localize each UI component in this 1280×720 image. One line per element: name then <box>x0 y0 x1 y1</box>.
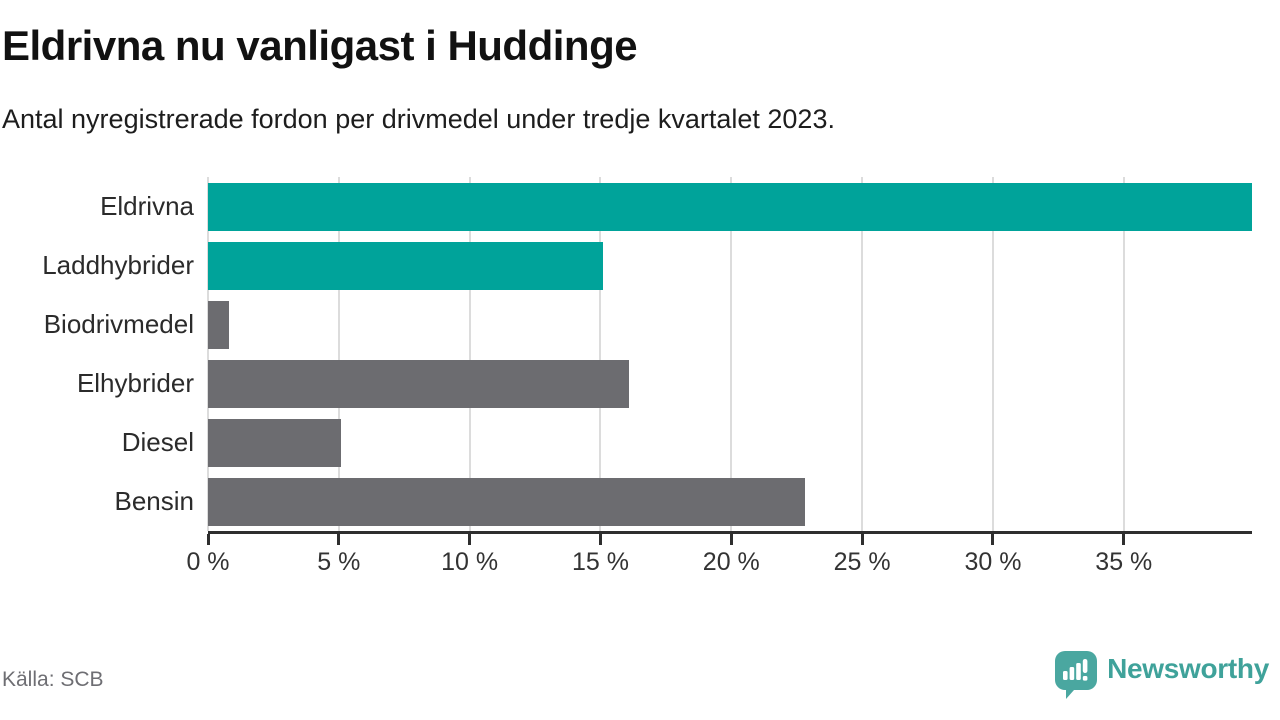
page-subtitle: Antal nyregistrerade fordon per drivmede… <box>2 104 835 134</box>
tick-mark-0 <box>206 534 210 545</box>
tick-mark-10 <box>468 534 472 545</box>
tick-mark-30 <box>991 534 995 545</box>
chart-rows: Eldrivna Laddhybrider Biodrivmedel Elhybrid… <box>0 177 1252 531</box>
category-label: Eldrivna <box>100 191 194 221</box>
newsworthy-logo-icon <box>1055 651 1098 699</box>
bar-track <box>208 182 1252 231</box>
chart-row-bensin: Bensin <box>0 472 1252 531</box>
bar-elhybrider <box>208 359 630 408</box>
category-label: Biodrivmedel <box>43 309 194 339</box>
chart-row-diesel: Diesel <box>0 413 1252 472</box>
bar-track <box>208 300 1252 349</box>
bar-track <box>208 477 1252 526</box>
category-label: Elhybrider <box>76 368 194 398</box>
bar-laddhybrider <box>208 241 604 290</box>
tick-label-20: 20 % <box>702 548 760 576</box>
category-label: Bensin <box>114 486 195 516</box>
tick-mark-35 <box>1122 534 1126 545</box>
bar-track <box>208 418 1252 467</box>
chart-row-eldrivna: Eldrivna <box>0 177 1252 236</box>
tick-label-5: 5 % <box>317 548 361 576</box>
tick-label-30: 30 % <box>964 548 1022 576</box>
tick-label-15: 15 % <box>571 548 629 576</box>
source-text: Källa: SCB <box>2 668 104 691</box>
bar-biodrivmedel <box>208 300 229 349</box>
tick-mark-20 <box>729 534 733 545</box>
tick-label-10: 10 % <box>441 548 499 576</box>
chart-row-biodrivmedel: Biodrivmedel <box>0 295 1252 354</box>
bar-chart: Eldrivna Laddhybrider Biodrivmedel Elhybrid… <box>0 177 1252 597</box>
x-axis: 0 % 5 % 10 % 15 % 20 % 25 % 30 % 35 % <box>186 531 1252 591</box>
tick-label-0: 0 % <box>186 548 230 576</box>
newsworthy-wordmark: Newsworthy <box>1107 653 1269 684</box>
chart-row-laddhybrider: Laddhybrider <box>0 236 1252 295</box>
bar-track <box>208 241 1252 290</box>
category-label: Diesel <box>121 427 194 457</box>
tick-mark-5 <box>337 534 341 545</box>
newsworthy-logo: Newsworthy <box>1054 650 1269 700</box>
chart-row-elhybrider: Elhybrider <box>0 354 1252 413</box>
tick-mark-15 <box>598 534 602 545</box>
tick-mark-25 <box>860 534 864 545</box>
tick-label-25: 25 % <box>833 548 891 576</box>
tick-label-35: 35 % <box>1095 548 1153 576</box>
bar-track <box>208 359 1252 408</box>
bar-diesel <box>208 418 342 467</box>
x-axis-line <box>208 531 1252 534</box>
bar-eldrivna <box>208 182 1252 231</box>
bar-bensin <box>208 477 805 526</box>
category-label: Laddhybrider <box>42 250 194 280</box>
page-title: Eldrivna nu vanligast i Huddinge <box>2 22 638 69</box>
